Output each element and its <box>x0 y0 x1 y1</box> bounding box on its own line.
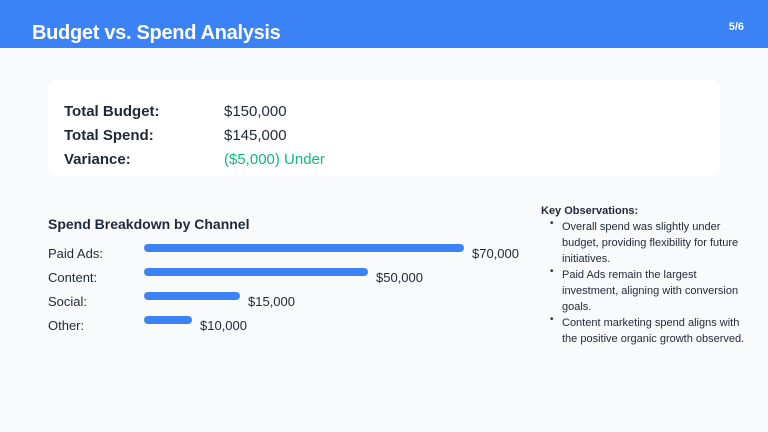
chart-title: Spend Breakdown by Channel <box>48 216 250 232</box>
slide-header: Budget vs. Spend Analysis 5/6 <box>0 0 768 48</box>
bar <box>144 268 368 276</box>
value-label: $10,000 <box>200 318 247 333</box>
summary-label: Total Budget: <box>64 103 160 120</box>
observation-item: • Overall spend was slightly under budget… <box>550 218 739 265</box>
bar <box>144 244 464 252</box>
observations-title: Key Observations: <box>541 205 639 217</box>
value-label: $70,000 <box>472 246 519 261</box>
slide-title: Budget vs. Spend Analysis <box>32 22 281 44</box>
summary-value: ($5,000) Under <box>224 151 325 168</box>
category-label: Other: <box>48 318 85 333</box>
observation-item: • Content marketing spend aligns with the… <box>550 314 745 345</box>
bullet-icon: • <box>550 218 554 229</box>
observation-item: • Paid Ads remain the largest investment,… <box>550 266 739 313</box>
category-label: Social: <box>48 294 88 309</box>
summary-value: $145,000 <box>224 127 287 144</box>
bar <box>144 292 240 300</box>
page-number: 5/6 <box>728 21 744 33</box>
category-label: Paid Ads: <box>48 246 103 261</box>
bar <box>144 316 192 324</box>
bullet-icon: • <box>550 266 554 277</box>
value-label: $15,000 <box>248 294 295 309</box>
summary-value: $150,000 <box>224 103 287 120</box>
summary-label: Variance: <box>64 151 131 168</box>
observations-list: • Overall spend was slightly under budget… <box>550 218 750 347</box>
bullet-icon: • <box>550 314 554 325</box>
summary-card: Total Budget: $150,000 Total Spend: $145… <box>48 80 720 176</box>
summary-label: Total Spend: <box>64 127 154 144</box>
category-label: Content: <box>48 270 98 285</box>
value-label: $50,000 <box>376 270 423 285</box>
